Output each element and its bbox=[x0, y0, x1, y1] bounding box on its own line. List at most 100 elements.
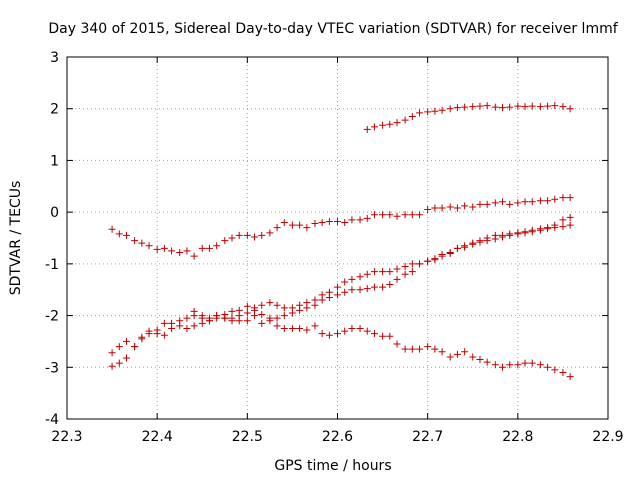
data-point bbox=[476, 102, 484, 110]
data-point bbox=[461, 348, 469, 356]
data-point bbox=[251, 233, 259, 241]
data-point bbox=[431, 107, 439, 115]
data-point bbox=[115, 343, 123, 351]
data-point bbox=[536, 361, 544, 369]
data-point bbox=[190, 322, 198, 330]
data-point bbox=[363, 214, 371, 222]
data-point bbox=[446, 248, 454, 256]
data-point bbox=[514, 361, 522, 369]
data-point bbox=[483, 358, 491, 366]
data-point bbox=[431, 256, 439, 264]
data-point bbox=[446, 353, 454, 361]
data-point bbox=[559, 216, 567, 224]
data-point bbox=[318, 218, 326, 226]
data-point bbox=[499, 233, 507, 241]
data-point bbox=[416, 211, 424, 219]
data-point bbox=[453, 350, 461, 358]
x-tick-label: 22.3 bbox=[51, 429, 82, 445]
data-point bbox=[379, 211, 387, 219]
data-point bbox=[115, 359, 123, 367]
data-point bbox=[401, 270, 409, 278]
data-point bbox=[536, 226, 544, 234]
data-point bbox=[221, 237, 229, 245]
data-point bbox=[266, 317, 274, 325]
data-point bbox=[280, 304, 288, 312]
data-point bbox=[198, 314, 206, 322]
data-point bbox=[176, 248, 184, 256]
y-axis-label: SDTVAR / TECUs bbox=[8, 181, 24, 296]
x-tick-label: 22.4 bbox=[142, 429, 173, 445]
data-point bbox=[446, 105, 454, 113]
data-point bbox=[145, 330, 153, 338]
data-point bbox=[370, 211, 378, 219]
data-point bbox=[408, 260, 416, 268]
y-tick-label: 2 bbox=[50, 102, 59, 118]
data-point bbox=[379, 121, 387, 129]
data-point bbox=[205, 317, 213, 325]
data-point bbox=[356, 286, 364, 294]
data-point bbox=[499, 104, 507, 112]
data-point bbox=[393, 275, 401, 283]
data-point bbox=[363, 270, 371, 278]
data-point bbox=[303, 304, 311, 312]
data-point bbox=[431, 345, 439, 353]
data-point bbox=[544, 102, 552, 110]
data-point bbox=[145, 242, 153, 250]
data-point bbox=[438, 106, 446, 114]
data-point bbox=[370, 268, 378, 276]
data-point bbox=[483, 200, 491, 208]
data-point bbox=[334, 330, 341, 338]
data-point bbox=[370, 123, 378, 131]
data-point bbox=[416, 260, 424, 268]
data-point bbox=[288, 309, 296, 317]
data-point bbox=[348, 286, 356, 294]
data-point bbox=[190, 312, 198, 320]
data-point bbox=[424, 257, 432, 265]
data-point bbox=[386, 211, 394, 219]
data-point bbox=[370, 330, 378, 338]
data-point bbox=[559, 103, 567, 111]
series-satellite-b bbox=[108, 194, 574, 260]
data-point bbox=[205, 244, 213, 252]
data-point bbox=[228, 234, 236, 242]
data-marks bbox=[108, 102, 574, 381]
data-point bbox=[108, 362, 116, 370]
data-point bbox=[273, 322, 281, 330]
data-point bbox=[311, 301, 319, 309]
data-point bbox=[296, 221, 304, 229]
data-point bbox=[559, 223, 567, 231]
data-point bbox=[334, 291, 341, 299]
data-point bbox=[386, 281, 394, 289]
data-point bbox=[521, 103, 529, 111]
data-point bbox=[273, 301, 281, 309]
data-point bbox=[311, 322, 319, 330]
y-tick-label: -4 bbox=[45, 412, 59, 428]
data-point bbox=[356, 216, 364, 224]
data-point bbox=[258, 319, 266, 327]
chart-title: Day 340 of 2015, Sidereal Day-to-day VTE… bbox=[48, 21, 618, 37]
data-point bbox=[341, 327, 349, 335]
y-tick-label: 3 bbox=[50, 50, 59, 66]
data-point bbox=[334, 217, 341, 225]
data-point bbox=[386, 332, 394, 340]
data-point bbox=[348, 216, 356, 224]
data-point bbox=[221, 314, 229, 322]
data-point bbox=[341, 278, 349, 286]
data-point bbox=[438, 348, 446, 356]
data-point bbox=[325, 331, 333, 339]
data-point bbox=[168, 325, 176, 332]
data-point bbox=[160, 319, 168, 327]
x-tick-label: 22.8 bbox=[502, 429, 533, 445]
data-point bbox=[235, 231, 243, 239]
data-point bbox=[123, 354, 131, 362]
data-point bbox=[491, 103, 499, 111]
data-point bbox=[183, 247, 191, 255]
data-point bbox=[228, 314, 236, 322]
series-satellite-e bbox=[190, 312, 574, 381]
data-point bbox=[183, 314, 191, 322]
data-point bbox=[544, 197, 552, 205]
data-point bbox=[408, 345, 416, 353]
data-point bbox=[453, 204, 461, 212]
data-point bbox=[228, 307, 236, 315]
